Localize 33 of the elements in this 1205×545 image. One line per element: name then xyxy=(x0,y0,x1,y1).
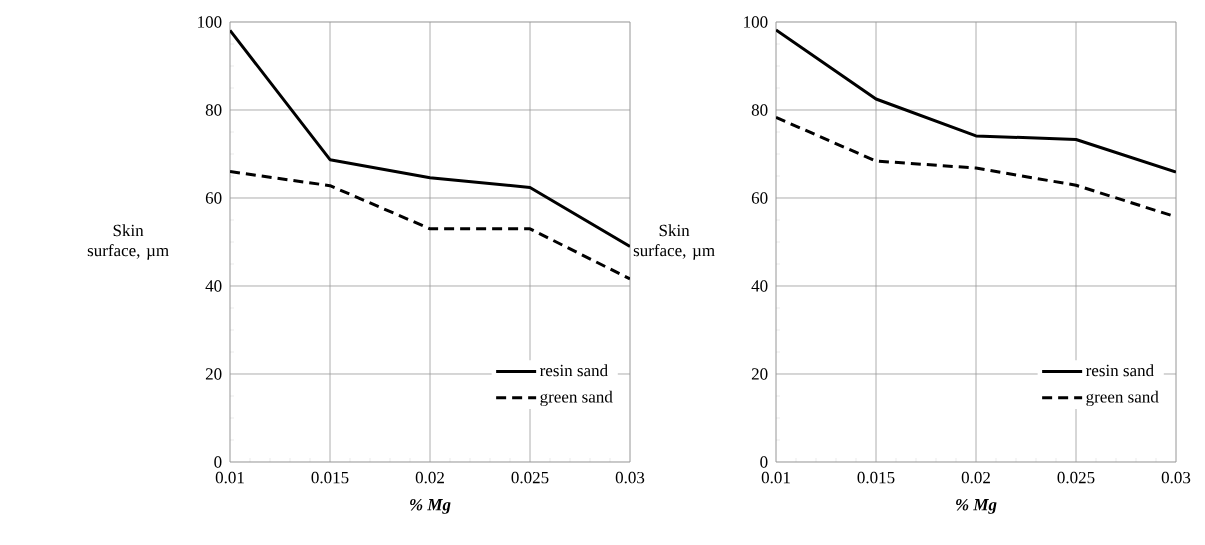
line-series xyxy=(776,28,1176,174)
y-tick-label: 60 xyxy=(751,192,768,204)
y-axis-title: Skin surface, µm xyxy=(87,224,169,260)
x-tick-label: 0.025 xyxy=(1057,471,1095,484)
x-tick-label: 0.01 xyxy=(761,471,790,484)
x-tick-label: 0.01 xyxy=(215,471,244,484)
y-tick-label: 0 xyxy=(214,456,222,468)
x-axis-title: % Mg xyxy=(410,498,451,514)
x-tick-label: 0.015 xyxy=(311,471,349,484)
y-axis-title: Skin surface, µm xyxy=(633,224,715,260)
y-tick-label: 100 xyxy=(198,16,222,28)
legend-label: green sand xyxy=(540,390,613,407)
y-tick-label: 40 xyxy=(205,280,222,292)
x-tick-label: 0.025 xyxy=(511,471,549,484)
x-tick-label: 0.03 xyxy=(615,471,645,484)
legend-label: resin sand xyxy=(539,364,608,377)
x-tick-label: 0.015 xyxy=(857,471,895,484)
y-tick-label: 100 xyxy=(744,16,768,28)
y-tick-label: 0 xyxy=(760,456,768,468)
y-tick-label: 20 xyxy=(751,368,768,380)
x-axis-title: % Mg xyxy=(956,498,997,514)
x-tick-label: 0.03 xyxy=(1161,471,1191,484)
line-series xyxy=(230,28,630,248)
x-tick-label: 0.02 xyxy=(961,471,990,484)
legend-label: green sand xyxy=(1086,390,1159,407)
y-tick-label: 60 xyxy=(205,192,222,204)
y-tick-label: 20 xyxy=(205,368,222,380)
legend-label: resin sand xyxy=(1085,364,1154,377)
x-tick-label: 0.02 xyxy=(415,471,444,484)
y-tick-label: 80 xyxy=(751,104,768,116)
y-tick-label: 40 xyxy=(751,280,768,292)
y-tick-label: 80 xyxy=(205,104,222,116)
line-series xyxy=(230,170,630,281)
